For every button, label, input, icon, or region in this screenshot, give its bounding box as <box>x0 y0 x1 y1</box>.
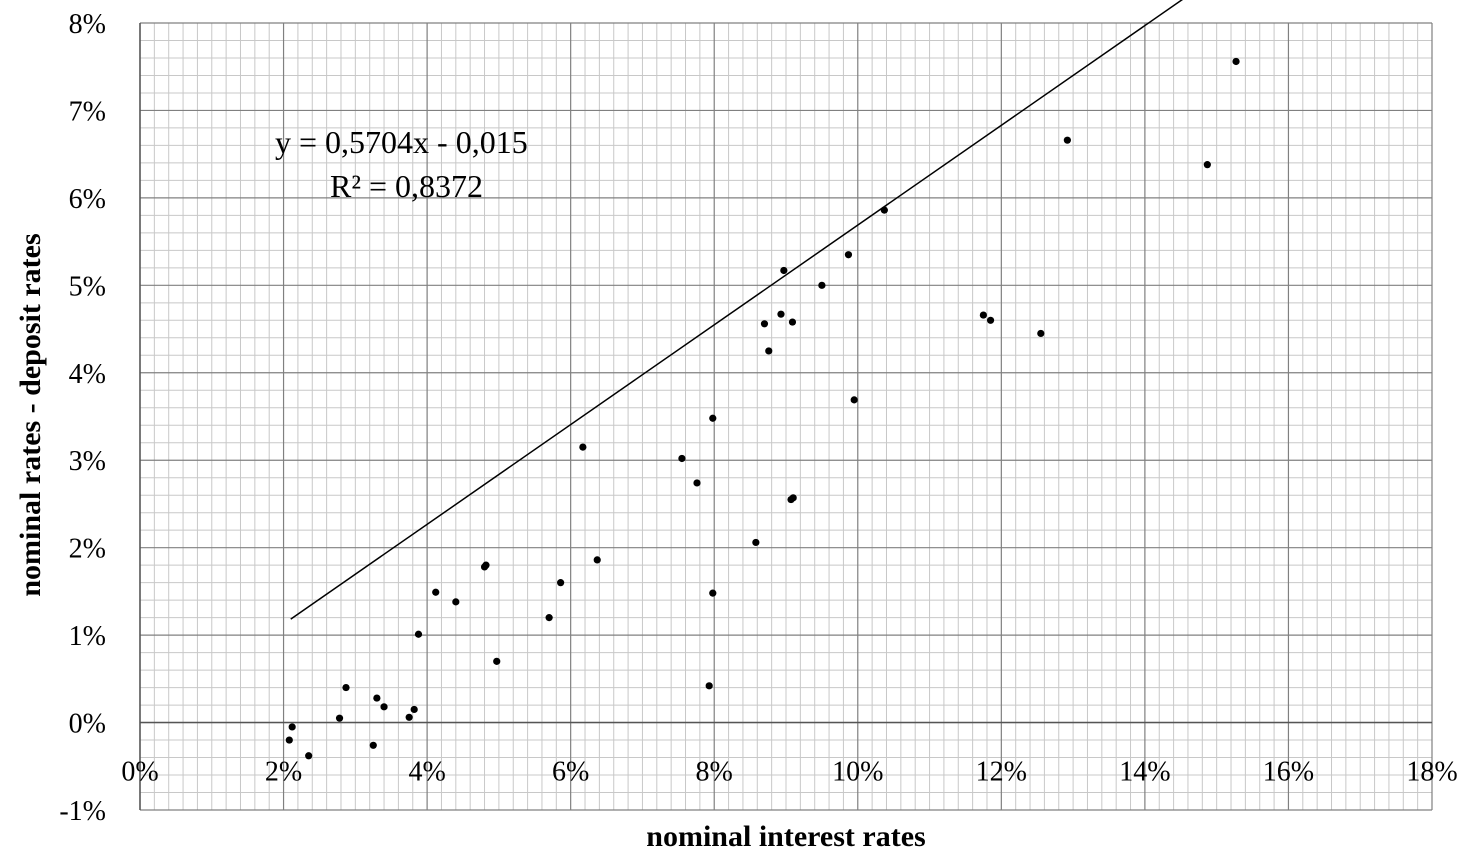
x-tick-label: 0% <box>121 757 158 788</box>
minor-gridlines <box>140 23 1432 810</box>
y-tick-label: 0% <box>69 709 106 740</box>
data-point <box>678 454 686 463</box>
data-point <box>880 206 888 214</box>
data-point <box>709 589 717 597</box>
data-point <box>1037 329 1045 338</box>
y-tick-label: -1% <box>59 796 106 827</box>
data-point <box>545 614 553 622</box>
y-tick-label: 5% <box>69 271 106 302</box>
data-point <box>705 682 713 690</box>
y-tick-label: 6% <box>69 184 106 215</box>
data-point <box>342 683 350 692</box>
x-tick-label: 8% <box>696 757 733 788</box>
x-tick-label: 6% <box>552 757 589 788</box>
data-point <box>777 310 785 318</box>
data-point <box>410 705 418 714</box>
x-tick-label: 2% <box>265 757 302 788</box>
y-tick-labels: 8% 7% 6% 5% 4% 3% 2% 1% 0% -1% <box>59 9 106 827</box>
data-point <box>986 316 995 324</box>
x-tick-label: 14% <box>1119 757 1170 788</box>
data-point <box>432 588 440 596</box>
data-point <box>288 723 296 731</box>
x-tick-label: 18% <box>1406 757 1457 788</box>
data-point <box>693 479 701 487</box>
r-squared-label: R² = 0,8372 <box>330 168 483 204</box>
data-point <box>593 556 601 564</box>
data-point <box>850 396 858 404</box>
data-point <box>380 703 388 711</box>
x-tick-label: 10% <box>832 757 883 788</box>
y-tick-label: 8% <box>69 9 106 40</box>
data-point <box>1063 136 1071 144</box>
y-tick-label: 1% <box>69 621 106 652</box>
data-point <box>765 347 773 355</box>
data-point <box>452 598 460 606</box>
data-point <box>789 494 797 502</box>
data-point <box>752 538 760 547</box>
data-point <box>979 311 987 319</box>
y-tick-label: 4% <box>69 359 106 390</box>
y-tick-label: 3% <box>69 446 106 477</box>
data-point <box>414 630 423 638</box>
data-point <box>369 741 377 749</box>
x-tick-label: 4% <box>408 757 445 788</box>
data-point <box>1232 57 1240 66</box>
data-point <box>788 318 797 326</box>
data-point <box>709 414 717 422</box>
data-point <box>285 736 293 744</box>
data-point <box>557 579 565 587</box>
major-gridlines <box>139 22 1433 811</box>
data-point <box>780 266 788 275</box>
trendline <box>290 0 1184 620</box>
trendline-equation: y = 0,5704x - 0,015 <box>275 124 528 160</box>
data-point <box>760 320 769 328</box>
data-point <box>844 251 853 259</box>
y-tick-label: 7% <box>69 96 106 127</box>
data-point <box>579 443 587 451</box>
data-points <box>285 57 1240 760</box>
x-tick-label: 12% <box>976 757 1027 788</box>
x-tick-labels: 0% 2% 4% 6% 8% 10% 12% 14% 16% 18% <box>121 757 1457 788</box>
data-point <box>305 752 313 760</box>
y-tick-label: 2% <box>69 534 106 565</box>
data-point <box>1203 161 1211 169</box>
data-point <box>373 694 381 702</box>
data-point <box>493 657 501 665</box>
y-axis-title: nominal rates - deposit rates <box>14 233 47 596</box>
data-point <box>405 713 413 721</box>
x-axis-title: nominal interest rates <box>646 820 925 853</box>
data-point <box>335 714 344 722</box>
x-tick-label: 16% <box>1263 757 1314 788</box>
data-point <box>818 281 826 289</box>
trendline-group <box>290 0 1184 620</box>
data-point <box>482 561 490 569</box>
